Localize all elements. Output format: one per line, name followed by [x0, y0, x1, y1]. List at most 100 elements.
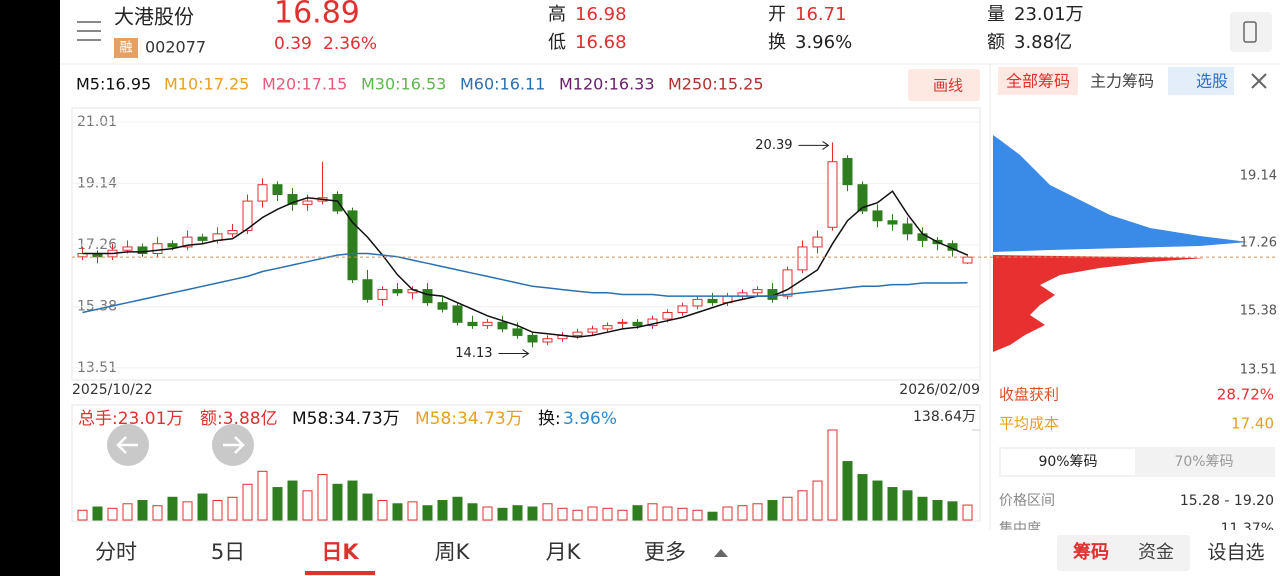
volume-bar: [812, 480, 823, 521]
volume-bar: [602, 507, 613, 521]
candle-body: [122, 246, 133, 251]
candle-body: [497, 321, 508, 330]
x-tick-label: 2026/02/09: [899, 382, 980, 398]
volume-bar: [362, 493, 373, 521]
chip-tab[interactable]: 主力筹码: [1090, 72, 1154, 91]
candle-body: [632, 321, 643, 327]
volume-bar: [797, 490, 808, 521]
label: 高: [548, 4, 566, 25]
ma-label: M5:16.95: [76, 75, 151, 94]
period-tab[interactable]: 分时: [95, 540, 137, 564]
left-edge: [0, 0, 60, 576]
value: 3.88亿: [1014, 32, 1072, 53]
volume-bar: [407, 501, 418, 521]
volume-bar: [782, 496, 793, 521]
ma-line: [82, 252, 968, 314]
volume-bar: [767, 500, 778, 521]
label: 低: [548, 32, 566, 53]
plot-frame: [71, 107, 981, 381]
volume-bar: [587, 506, 598, 521]
candle-body: [482, 321, 493, 327]
volume-bar: [737, 505, 748, 521]
candle-body: [542, 338, 553, 343]
candle-body: [152, 243, 163, 255]
candle-body: [707, 298, 718, 304]
volume-bar: [722, 506, 733, 521]
label: 换: [768, 32, 786, 53]
volume-bar: [527, 506, 538, 521]
bottom-button[interactable]: 筹码: [1073, 541, 1109, 563]
candle-body: [587, 328, 598, 333]
candle-body: [167, 243, 178, 248]
chip-tab[interactable]: 全部筹码: [1006, 72, 1070, 91]
candle-body: [827, 161, 838, 228]
x-tick-label: 2025/10/22: [72, 382, 153, 398]
volume-bar: [227, 496, 238, 521]
draw-button[interactable]: [908, 69, 980, 101]
candle-body: [902, 223, 913, 235]
toggle[interactable]: 70%筹码: [1174, 453, 1233, 470]
candle-body: [422, 289, 433, 304]
rotate-button[interactable]: [1230, 12, 1272, 52]
volume-bar: [317, 474, 328, 521]
period-tab[interactable]: 5日: [211, 540, 245, 564]
period-tab[interactable]: 月K: [546, 540, 582, 564]
period-tab[interactable]: 更多: [644, 540, 686, 564]
volume-tick-label: 138.64万: [913, 409, 976, 425]
candle-body: [782, 269, 793, 297]
candle-body: [137, 246, 148, 255]
chip-axis: 19.14: [1240, 169, 1277, 184]
volume-bar: [512, 505, 523, 521]
close-icon[interactable]: [1251, 73, 1267, 89]
candle-body: [572, 331, 583, 336]
price: 16.89: [274, 0, 360, 31]
label: 开: [768, 4, 786, 25]
toggle[interactable]: 90%筹码: [1038, 453, 1097, 470]
toggle-selected: [1001, 449, 1135, 475]
volume-bar: [77, 509, 88, 521]
volume-legend-label: 额:3.88亿: [200, 409, 278, 429]
volume-bar: [107, 507, 118, 521]
volume-bar: [662, 506, 673, 521]
rotate-icon: [1243, 21, 1257, 43]
stat-value: 15.28 - 19.20: [1180, 493, 1274, 509]
volume-bar: [167, 496, 178, 521]
value: 3.96%: [795, 32, 852, 53]
chip-tab[interactable]: 选股: [1196, 72, 1228, 91]
stat-label: 收盘获利: [999, 386, 1059, 404]
volume-bar: [92, 506, 103, 521]
tab-bg: [1168, 67, 1234, 95]
value: 16.71: [795, 4, 847, 25]
menu-icon[interactable]: [77, 21, 101, 41]
candle-body: [257, 184, 268, 202]
period-tab[interactable]: 日K: [321, 540, 359, 564]
candle-body: [842, 157, 853, 186]
volume-bar: [917, 496, 928, 521]
volume-bar: [827, 429, 838, 521]
candle-body: [362, 279, 373, 300]
tag-bg: [114, 38, 138, 58]
volume-bar: [617, 509, 628, 521]
bottom-button[interactable]: 资金: [1138, 542, 1174, 563]
volume-bar: [842, 461, 853, 521]
bottom-button[interactable]: 设自选: [1207, 542, 1264, 564]
candle-body: [662, 311, 673, 320]
arrow-icon: [116, 436, 138, 454]
ma-label: M10:17.25: [164, 75, 249, 94]
candle-body: [752, 289, 763, 294]
button-group: [1057, 535, 1190, 571]
volume-bar: [542, 503, 553, 521]
volume-bar: [707, 511, 718, 521]
candle-body: [617, 321, 628, 324]
stat-label: 价格区间: [999, 493, 1055, 509]
volume-bar: [302, 490, 313, 521]
ma-line: [82, 190, 968, 338]
period-tab[interactable]: 周K: [435, 540, 471, 564]
chip-axis: 17.26: [1240, 236, 1277, 251]
candle-body: [857, 184, 868, 212]
stat-value: 17.40: [1231, 415, 1274, 433]
volume-bar: [557, 507, 568, 521]
candle-body: [527, 334, 538, 343]
